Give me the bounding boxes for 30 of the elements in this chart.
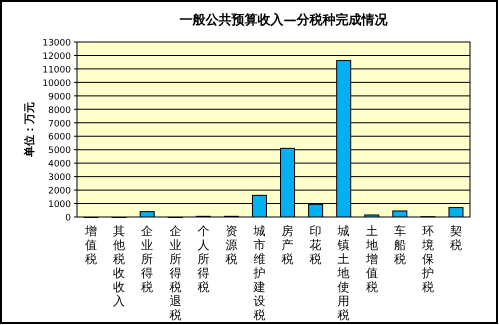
y-tick-label: 13000 (42, 38, 72, 48)
x-tick-label: 土地增值税 (364, 224, 378, 294)
y-tick-label: 3000 (48, 173, 72, 184)
y-tick-label: 9000 (48, 92, 72, 102)
y-tick-label: 6000 (48, 132, 72, 143)
x-tick-label: 城镇土地使用税 (336, 224, 350, 322)
y-tick-label: 8000 (48, 106, 72, 116)
x-tick-label: 个人所得税 (197, 224, 210, 294)
x-tick-label: 契税 (450, 224, 462, 252)
y-tick-label: 0 (65, 214, 72, 224)
y-tick-label: 7000 (48, 119, 72, 130)
x-tick-label: 印花税 (310, 224, 322, 266)
y-tick-label: 10000 (42, 78, 72, 89)
x-tick-label: 环境保护税 (420, 224, 434, 294)
x-tick-label: 房产税 (282, 224, 294, 266)
y-tick-label: 1000 (48, 200, 72, 210)
y-tick-label: 11000 (42, 65, 72, 76)
y-tick-label: 4000 (48, 160, 72, 170)
x-tick-label: 其他税收收入 (113, 224, 126, 308)
y-tick-label: 2000 (48, 186, 72, 197)
x-tick-label: 企业所得税退税 (169, 224, 182, 322)
x-tick-label: 城市维护建设税 (252, 224, 266, 322)
x-tick-label: 企业所得税 (141, 224, 154, 294)
y-tick-label: 12000 (42, 52, 72, 62)
chart-title: 一般公共预算收入—分税种完成情况 (180, 12, 388, 28)
y-tick-label: 5000 (48, 146, 72, 156)
x-tick-label: 增值税 (84, 224, 98, 266)
x-tick-label: 车船税 (394, 224, 406, 266)
x-tick-label: 资源税 (225, 224, 238, 266)
y-axis-title: 单位：万元 (23, 102, 36, 158)
